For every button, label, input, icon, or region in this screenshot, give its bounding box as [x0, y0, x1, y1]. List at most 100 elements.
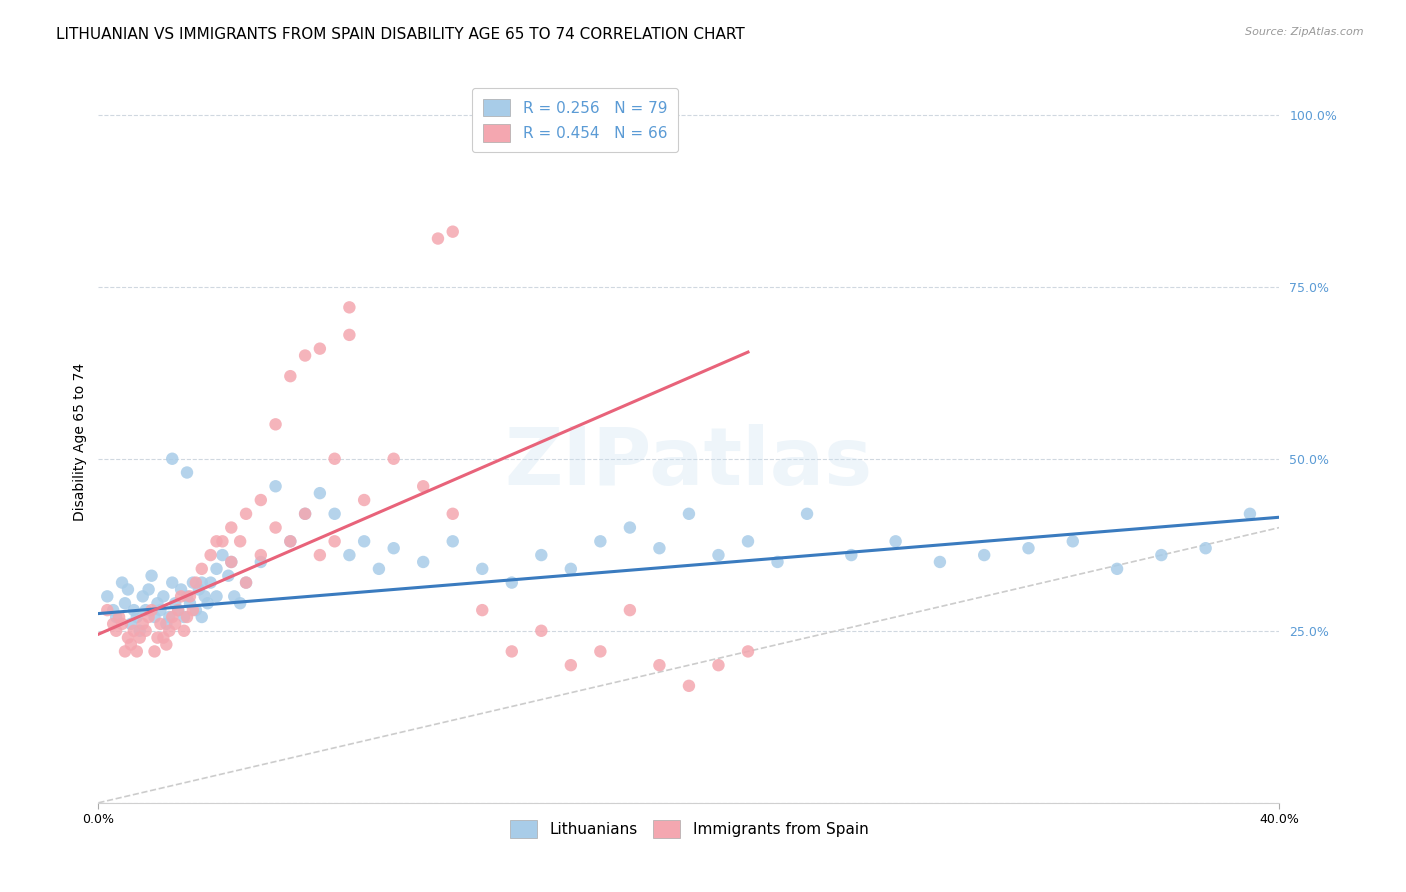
Point — [167, 603, 190, 617]
Point — [501, 644, 523, 658]
Point — [501, 128, 523, 143]
Legend: Lithuanians, Immigrants from Spain: Lithuanians, Immigrants from Spain — [502, 813, 876, 846]
Point — [173, 624, 195, 638]
Point — [294, 507, 316, 521]
Point — [176, 590, 198, 604]
Point — [235, 575, 257, 590]
Point — [114, 644, 136, 658]
Point — [1018, 541, 1040, 556]
Point — [138, 582, 160, 597]
Point — [141, 568, 163, 582]
Point — [103, 603, 125, 617]
Point — [167, 603, 190, 617]
Point — [250, 493, 273, 508]
Point — [155, 616, 177, 631]
Point — [200, 548, 222, 562]
Point — [707, 548, 730, 562]
Point — [619, 520, 641, 534]
Point — [105, 624, 128, 638]
Point — [191, 562, 214, 576]
Point — [165, 616, 187, 631]
Point — [120, 616, 142, 631]
Point — [149, 616, 172, 631]
Point — [217, 568, 239, 582]
Point — [294, 507, 316, 521]
Point — [229, 534, 252, 549]
Point — [221, 555, 243, 569]
Point — [1062, 534, 1084, 549]
Point — [382, 541, 405, 556]
Point — [117, 582, 139, 597]
Point — [135, 603, 157, 617]
Point — [111, 575, 134, 590]
Point — [323, 451, 346, 466]
Point — [501, 575, 523, 590]
Point — [250, 555, 273, 569]
Point — [678, 679, 700, 693]
Point — [648, 658, 671, 673]
Point — [105, 610, 128, 624]
Point — [132, 590, 155, 604]
Point — [173, 610, 195, 624]
Text: LITHUANIAN VS IMMIGRANTS FROM SPAIN DISABILITY AGE 65 TO 74 CORRELATION CHART: LITHUANIAN VS IMMIGRANTS FROM SPAIN DISA… — [56, 27, 745, 42]
Point — [339, 327, 361, 342]
Point — [187, 582, 209, 597]
Point — [309, 486, 332, 500]
Point — [441, 225, 464, 239]
Y-axis label: Disability Age 65 to 74: Disability Age 65 to 74 — [73, 362, 87, 521]
Point — [235, 575, 257, 590]
Point — [143, 644, 166, 658]
Point — [138, 610, 160, 624]
Point — [197, 596, 219, 610]
Point — [339, 301, 361, 315]
Point — [191, 610, 214, 624]
Point — [221, 555, 243, 569]
Point — [412, 555, 434, 569]
Point — [205, 562, 228, 576]
Point — [157, 624, 180, 638]
Point — [211, 548, 233, 562]
Point — [648, 541, 671, 556]
Point — [280, 534, 302, 549]
Point — [412, 479, 434, 493]
Point — [184, 575, 207, 590]
Point — [707, 658, 730, 673]
Point — [280, 369, 302, 384]
Point — [471, 603, 494, 617]
Point — [152, 590, 174, 604]
Point — [179, 596, 201, 610]
Point — [103, 616, 125, 631]
Point — [929, 555, 952, 569]
Point — [162, 575, 183, 590]
Point — [162, 451, 183, 466]
Point — [280, 534, 302, 549]
Point — [589, 644, 612, 658]
Point — [264, 479, 287, 493]
Point — [737, 644, 759, 658]
Point — [530, 548, 553, 562]
Point — [179, 590, 201, 604]
Point — [128, 624, 150, 638]
Point — [200, 575, 222, 590]
Point — [737, 534, 759, 549]
Point — [368, 562, 391, 576]
Point — [132, 616, 155, 631]
Point — [309, 548, 332, 562]
Point — [176, 466, 198, 480]
Point — [165, 596, 187, 610]
Point — [309, 342, 332, 356]
Point — [155, 638, 177, 652]
Point — [221, 520, 243, 534]
Point — [141, 603, 163, 617]
Point — [530, 624, 553, 638]
Point — [323, 534, 346, 549]
Point — [170, 582, 193, 597]
Point — [294, 349, 316, 363]
Point — [560, 658, 582, 673]
Point — [194, 590, 217, 604]
Point — [796, 507, 818, 521]
Point — [884, 534, 907, 549]
Point — [96, 603, 118, 617]
Point — [152, 631, 174, 645]
Point — [181, 603, 204, 617]
